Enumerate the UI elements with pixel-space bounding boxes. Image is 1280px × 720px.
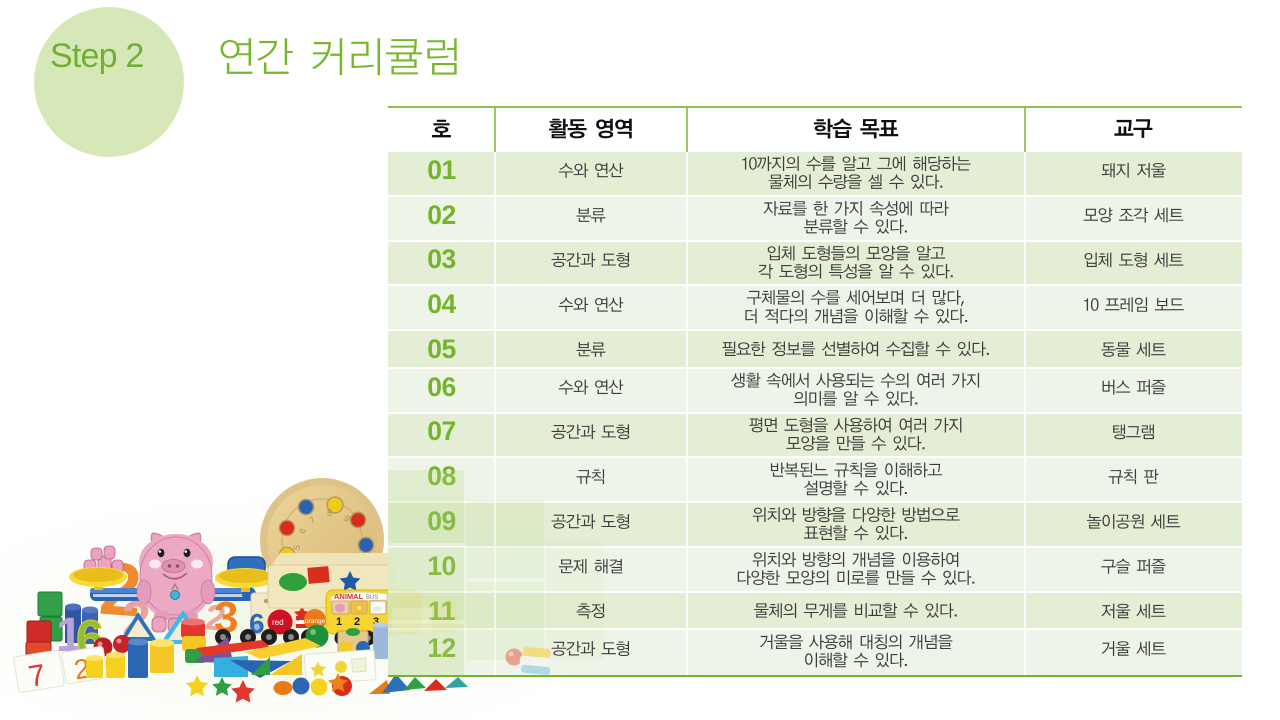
svg-text:orange: orange xyxy=(305,618,326,625)
svg-text:9: 9 xyxy=(342,513,352,524)
svg-text:BUS: BUS xyxy=(366,595,378,601)
svg-text:3: 3 xyxy=(373,616,379,628)
svg-text:1: 1 xyxy=(336,616,342,628)
svg-text:7: 7 xyxy=(307,515,317,526)
svg-text:2: 2 xyxy=(354,616,360,628)
svg-text:7: 7 xyxy=(26,659,48,694)
svg-text:ANIMAL: ANIMAL xyxy=(334,592,364,601)
svg-text:6: 6 xyxy=(297,526,308,535)
svg-text:red: red xyxy=(272,618,284,627)
svg-text:8: 8 xyxy=(327,508,332,518)
svg-text:5: 5 xyxy=(292,544,303,551)
